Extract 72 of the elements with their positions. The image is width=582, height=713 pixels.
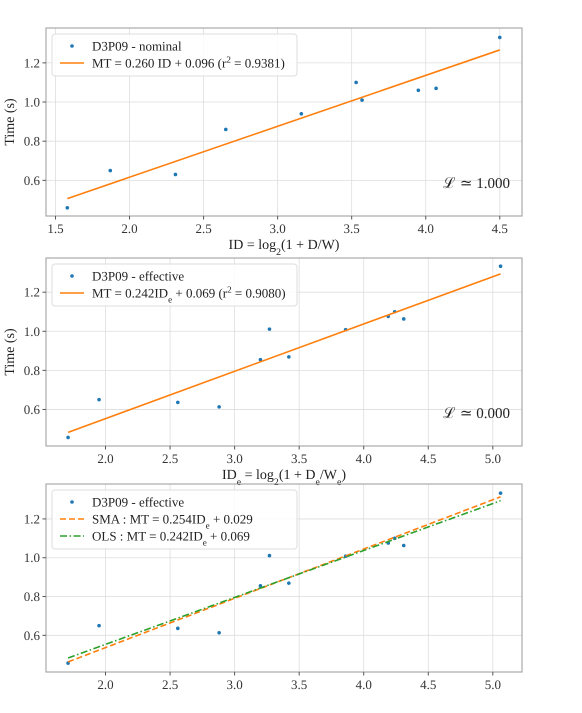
point <box>176 626 180 630</box>
x-tick-label: 2.5 <box>162 677 178 692</box>
point <box>97 624 101 628</box>
point <box>498 491 502 495</box>
x-tick-label: 2.5 <box>162 451 178 466</box>
legend-label: MT = 0.260 ID + 0.096 (r$^{2}$ = 0.9381) <box>92 54 285 70</box>
point <box>287 581 291 585</box>
point <box>360 98 364 102</box>
y-tick-label: 0.6 <box>24 172 40 188</box>
x-tick-label: 2.0 <box>121 221 138 236</box>
point <box>354 80 358 84</box>
point <box>287 355 291 359</box>
point <box>217 631 221 635</box>
y-tick-label: 0.6 <box>24 628 40 643</box>
y-tick-label: 0.8 <box>24 362 40 378</box>
x-tick-label: 3.0 <box>270 221 286 236</box>
x-tick-label: 3.5 <box>291 677 308 692</box>
legend-label: D3P09 - nominal <box>92 38 182 54</box>
point <box>300 112 304 116</box>
x-tick-label: 3.0 <box>226 677 243 692</box>
x-tick-label: 4.0 <box>356 451 372 466</box>
x-tick-label: 4.0 <box>418 221 434 236</box>
legend-label: SMA : MT = 0.254ID$_{e}$ + 0.029 <box>92 512 253 530</box>
y-tick-label: 0.8 <box>24 134 40 149</box>
point <box>224 128 228 132</box>
point <box>174 172 178 176</box>
x-tick-label: 3.0 <box>226 451 243 466</box>
y-tick-label: 0.6 <box>24 402 40 417</box>
point <box>434 86 438 90</box>
x-tick-label: 4.0 <box>356 677 372 692</box>
point <box>498 264 502 268</box>
point <box>402 317 406 321</box>
point <box>176 400 180 404</box>
y-tick-label: 1.0 <box>24 550 40 566</box>
y-tick-label: 1.0 <box>24 324 40 339</box>
point <box>402 544 406 548</box>
point <box>416 88 420 92</box>
y-tick-label: 0.8 <box>24 589 40 604</box>
point <box>108 168 112 172</box>
point <box>66 436 70 440</box>
y-tick-label: 1.0 <box>24 94 40 110</box>
x-tick-label: 4.5 <box>420 677 436 692</box>
annotation: ℒ ≃ 1.000 <box>443 176 510 192</box>
x-tick-label: 5.0 <box>484 677 501 692</box>
x-tick-label: 2.5 <box>195 221 212 236</box>
x-tick-label: 3.5 <box>344 221 360 236</box>
point <box>258 584 262 588</box>
point <box>498 36 502 40</box>
point <box>268 327 272 331</box>
legend-label: D3P09 - effective <box>92 494 184 510</box>
x-tick-label: 2.0 <box>97 451 114 466</box>
legend-label: MT = 0.242ID$_{e}$ + 0.069 (r$^{2}$ = 0.9080) <box>92 284 286 304</box>
y-axis-title: Time (s) <box>3 98 18 146</box>
point <box>66 206 70 210</box>
point <box>258 358 262 362</box>
point <box>268 554 272 558</box>
y-tick-label: 1.2 <box>24 284 40 300</box>
x-tick-label: 2.0 <box>97 677 114 692</box>
x-tick-label: 3.5 <box>291 451 308 466</box>
legend-label: D3P09 - effective <box>92 268 184 284</box>
annotation: ℒ ≃ 0.000 <box>443 406 510 422</box>
point <box>97 398 101 402</box>
y-axis-title: Time (s) <box>3 328 18 376</box>
x-axis-title: ID = log$_{2}$(1 + D/W) <box>228 238 340 258</box>
x-tick-label: 1.5 <box>47 221 64 236</box>
y-tick-label: 1.2 <box>24 55 40 70</box>
x-tick-label: 5.0 <box>484 451 501 466</box>
x-tick-label: 4.5 <box>420 451 436 466</box>
x-tick-label: 4.5 <box>492 221 508 236</box>
point <box>217 405 221 409</box>
legend-label: OLS : MT = 0.242ID$_{e}$ + 0.069 <box>92 528 250 548</box>
y-tick-label: 1.2 <box>24 511 40 526</box>
